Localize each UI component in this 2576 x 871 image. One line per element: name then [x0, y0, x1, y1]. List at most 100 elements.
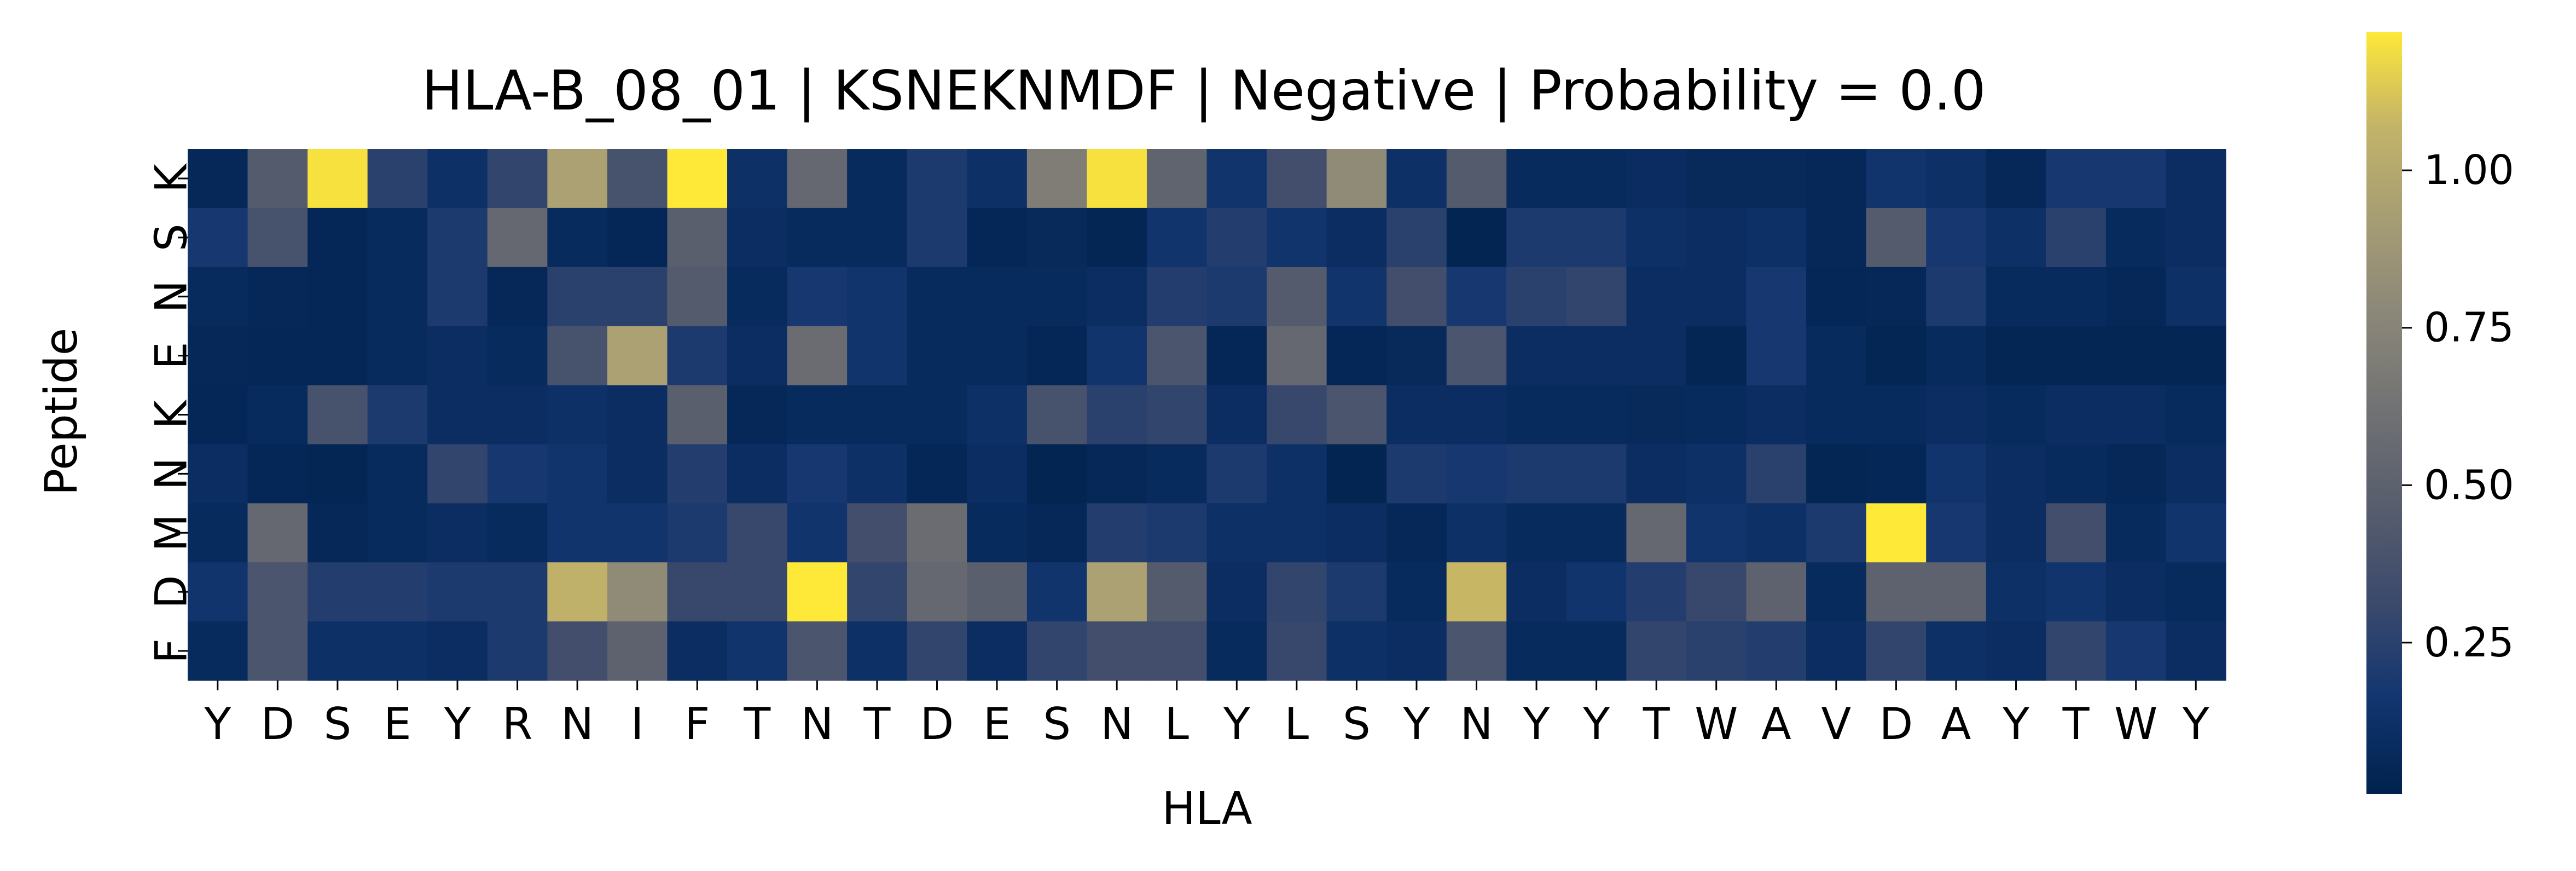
heatmap-cell [2046, 385, 2107, 445]
heatmap-cell [1446, 621, 1507, 681]
heatmap-cell [1566, 385, 1627, 445]
heatmap-cell [1206, 149, 1267, 209]
heatmap-cell [308, 444, 368, 504]
heatmap-cell [1626, 267, 1687, 327]
heatmap-cell [1806, 503, 1867, 563]
heatmap-cell [2166, 207, 2226, 268]
heatmap-cell [1926, 149, 1987, 209]
heatmap-cell [1026, 444, 1087, 504]
heatmap-cell [1806, 444, 1867, 504]
heatmap-cell [1206, 621, 1267, 681]
heatmap-cell [1866, 267, 1927, 327]
heatmap-cell [667, 621, 728, 681]
heatmap-cell [907, 444, 967, 504]
heatmap-cell [967, 385, 1028, 445]
heatmap-cell [247, 326, 308, 386]
heatmap-cell [1506, 562, 1567, 622]
heatmap-cell [667, 326, 728, 386]
heatmap-cell [487, 444, 548, 504]
x-tick-label: D [1879, 699, 1913, 749]
x-tick-label: L [1164, 699, 1189, 749]
heatmap-cell [2166, 267, 2226, 327]
heatmap-cell [547, 503, 608, 563]
heatmap-cell [2046, 503, 2107, 563]
heatmap-cell [1267, 562, 1327, 622]
heatmap-cell [1626, 385, 1687, 445]
heatmap-cell [1566, 562, 1627, 622]
heatmap-cell [607, 621, 668, 681]
heatmap-cell [1866, 149, 1927, 209]
heatmap-cell [1926, 267, 1987, 327]
heatmap-cell [487, 149, 548, 209]
heatmap-cell [1146, 562, 1208, 622]
heatmap-cell [2166, 326, 2226, 386]
heatmap-cell [1506, 326, 1567, 386]
heatmap-cell [1806, 149, 1867, 209]
x-axis-label: HLA [1162, 783, 1252, 835]
heatmap-cell [547, 562, 608, 622]
heatmap-cell [427, 267, 488, 327]
heatmap-cell [1146, 444, 1208, 504]
heatmap-cell [1446, 326, 1507, 386]
heatmap-cell [847, 385, 908, 445]
heatmap-cell [1087, 385, 1147, 445]
heatmap-cell [308, 149, 368, 209]
x-tick-label: A [1941, 699, 1971, 749]
heatmap-cell [727, 621, 788, 681]
heatmap-cell [607, 326, 668, 386]
heatmap-cell [1026, 621, 1087, 681]
heatmap-cell [787, 562, 848, 622]
y-axis-label: Peptide [36, 328, 88, 495]
heatmap-cell [607, 385, 668, 445]
heatmap-cell [188, 149, 248, 209]
heatmap-cell [1986, 207, 2046, 268]
heatmap-cell [1326, 267, 1387, 327]
x-tick-label: A [1761, 699, 1791, 749]
heatmap-cell [247, 149, 308, 209]
heatmap-cell [308, 621, 368, 681]
x-tick-label: W [1695, 699, 1738, 749]
heatmap-cell [547, 444, 608, 504]
heatmap-cell [1506, 621, 1567, 681]
heatmap-cell [2166, 385, 2226, 445]
heatmap-cell [1087, 503, 1147, 563]
heatmap-cell [1986, 149, 2046, 209]
heatmap-cell [188, 207, 248, 268]
colorbar-tick-label: 0.75 [2424, 304, 2514, 351]
heatmap-cell [367, 326, 428, 386]
heatmap-cell [487, 385, 548, 445]
heatmap-cell [1326, 621, 1387, 681]
heatmap-cell [1206, 444, 1267, 504]
heatmap-cell [907, 267, 967, 327]
heatmap-cell [547, 621, 608, 681]
heatmap-cell [1806, 267, 1867, 327]
heatmap-cell [1326, 562, 1387, 622]
heatmap-cell [427, 207, 488, 268]
heatmap-cell [308, 562, 368, 622]
heatmap-cell [1326, 149, 1387, 209]
heatmap-cell [967, 503, 1028, 563]
heatmap-cell [787, 503, 848, 563]
heatmap-cell [1146, 267, 1208, 327]
heatmap-cell [1626, 621, 1687, 681]
heatmap-cell [667, 562, 728, 622]
heatmap-cell [1686, 444, 1747, 504]
heatmap-cell [367, 503, 428, 563]
heatmap-cell [1386, 562, 1447, 622]
heatmap-cell [427, 621, 488, 681]
heatmap-cell [1986, 562, 2046, 622]
heatmap-cell [1206, 326, 1267, 386]
heatmap-cell [1626, 326, 1687, 386]
x-tick-label: W [2114, 699, 2157, 749]
heatmap-cell [2166, 562, 2226, 622]
heatmap-cell [607, 503, 668, 563]
x-tick-label: Y [2002, 699, 2030, 749]
heatmap-cell [1026, 385, 1087, 445]
chart-title: HLA-B_08_01 | KSNEKNMDF | Negative | Pro… [422, 59, 1986, 123]
heatmap-cell [1446, 207, 1507, 268]
heatmap-cell [2046, 562, 2107, 622]
heatmap-cell [1686, 621, 1747, 681]
heatmap-cell [1267, 621, 1327, 681]
x-tick-label: T [863, 699, 891, 749]
